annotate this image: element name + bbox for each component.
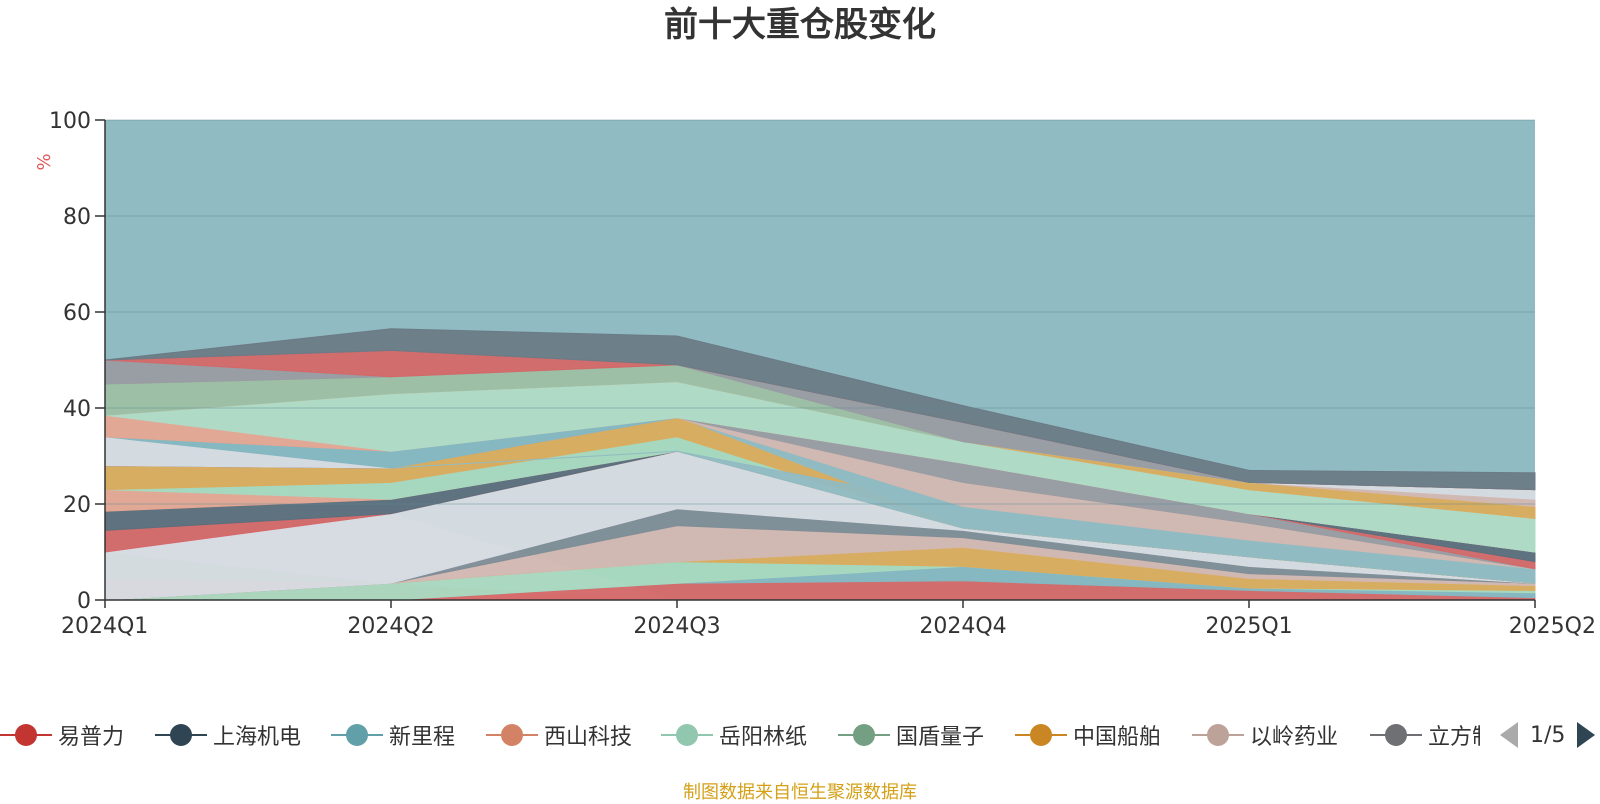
legend-item[interactable]: 以岭药业 — [1192, 715, 1338, 755]
legend-label: 中国船舶 — [1073, 725, 1162, 750]
x-tick-label: 2025Q2 — [1509, 614, 1596, 639]
y-tick-label: 60 — [63, 301, 91, 326]
legend-item[interactable]: 岳阳林纸 — [661, 715, 807, 755]
legend-item[interactable]: 立方制药 — [1370, 715, 1480, 755]
legend-swatch-icon — [155, 724, 207, 746]
x-tick-label: 2024Q4 — [919, 614, 1006, 639]
legend-swatch-icon — [1015, 724, 1067, 746]
legend-label: 立方制药 — [1428, 725, 1480, 750]
legend-item[interactable]: 新里程 — [331, 715, 455, 755]
legend-swatch-icon — [1192, 724, 1244, 746]
legend-swatch-icon — [0, 724, 52, 746]
y-tick-label: 80 — [63, 205, 91, 230]
y-axis-label: % — [34, 153, 55, 170]
legend-item[interactable]: 中国船舶 — [1015, 715, 1161, 755]
legend-label: 易普力 — [58, 725, 125, 750]
x-tick-label: 2025Q1 — [1205, 614, 1292, 639]
stacked-areas — [104, 328, 1536, 601]
y-tick-label: 40 — [63, 397, 91, 422]
grid-lines — [105, 119, 1535, 505]
x-tick-label: 2024Q1 — [61, 614, 148, 639]
area-band-15 — [104, 450, 1536, 584]
legend-swatch-icon — [331, 724, 383, 746]
legend-swatch-icon — [661, 724, 713, 746]
legend-item[interactable]: 西山科技 — [486, 715, 632, 755]
chart-title: 前十大重仓股变化 — [664, 5, 936, 45]
x-tick-label: 2024Q3 — [633, 614, 720, 639]
prev-page-icon[interactable] — [1498, 720, 1522, 750]
source-note: 制图数据来自恒生聚源数据库 — [683, 782, 917, 803]
legend-item[interactable]: 易普力 — [0, 715, 124, 755]
legend-page-indicator: 1/5 — [1530, 722, 1566, 748]
legend-label: 西山科技 — [544, 725, 633, 750]
legend-item[interactable]: 国盾量子 — [838, 715, 984, 755]
legend-pager: 1/5 — [1498, 715, 1597, 755]
legend-swatch-icon — [838, 724, 890, 746]
legend-label: 以岭药业 — [1250, 725, 1339, 750]
legend-label: 国盾量子 — [896, 725, 985, 750]
y-tick-label: 100 — [49, 109, 91, 134]
axes: 0 20 40 60 80 100 2024Q1 2024Q2 2024Q3 2024Q4 2025… — [49, 109, 1596, 639]
legend-label: 岳阳林纸 — [719, 725, 808, 750]
area-band-30 — [104, 328, 1536, 491]
legend-label: 上海机电 — [213, 725, 302, 750]
legend-item[interactable]: 上海机电 — [155, 715, 301, 755]
next-page-icon[interactable] — [1573, 720, 1597, 750]
y-tick-label: 0 — [77, 589, 91, 614]
y-tick-label: 20 — [63, 493, 91, 518]
x-tick-label: 2024Q2 — [347, 614, 434, 639]
legend-swatch-icon — [486, 724, 538, 746]
legend-swatch-icon — [1370, 724, 1422, 746]
legend: 易普力 上海机电 新里程 西山科技 岳阳林纸 国盾量子 中国船舶 以岭药业 立方制药 — [0, 715, 1480, 755]
legend-label: 新里程 — [389, 725, 456, 750]
